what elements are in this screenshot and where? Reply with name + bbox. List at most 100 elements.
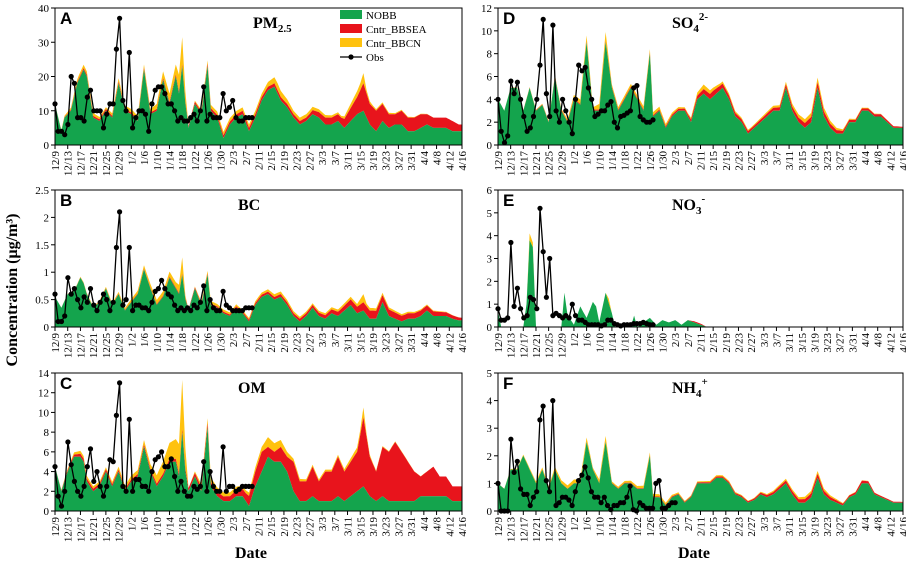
x-tick-label-C: 2/23 xyxy=(292,517,304,537)
x-tick-label-A: 3/3 xyxy=(317,151,329,166)
obs-point-C xyxy=(78,493,84,499)
x-tick-label-D: 3/19 xyxy=(809,151,821,171)
obs-point-D xyxy=(614,125,621,131)
obs-point-C xyxy=(62,488,68,494)
obs-point-B xyxy=(62,313,68,319)
legend-swatch-nobb xyxy=(340,10,362,19)
x-tick-label-E: 1/2 xyxy=(569,333,581,347)
obs-point-F xyxy=(534,489,540,495)
x-tick-label-A: 1/2 xyxy=(126,151,138,165)
x-tick-label-E: 3/19 xyxy=(809,333,821,353)
legend-label-obs: Obs xyxy=(366,52,384,64)
x-tick-label-A: 4/12 xyxy=(444,151,456,171)
x-tick-label-B: 12/29 xyxy=(114,333,126,359)
y-tick-label-A: 40 xyxy=(38,3,50,15)
y-tick-label-B: 0.5 xyxy=(35,295,49,307)
obs-point-E xyxy=(524,313,530,319)
x-tick-label-A: 12/29 xyxy=(114,151,126,177)
y-tick-label-F: 5 xyxy=(487,368,493,380)
obs-point-C xyxy=(126,416,132,422)
x-tick-label-B: 4/8 xyxy=(432,333,444,348)
obs-point-F xyxy=(627,483,633,489)
obs-point-D xyxy=(566,119,572,125)
y-tick-label-B: 1.5 xyxy=(35,240,49,252)
x-tick-label-D: 4/16 xyxy=(898,151,906,171)
x-tick-label-D: 3/7 xyxy=(771,151,783,166)
x-tick-label-D: 3/15 xyxy=(797,151,809,171)
obs-point-B xyxy=(71,286,77,292)
obs-point-B xyxy=(78,305,84,311)
x-tick-label-F: 3/23 xyxy=(822,517,834,537)
x-tick-label-D: 4/12 xyxy=(885,151,897,171)
y-tick-label-B: 0 xyxy=(44,322,50,334)
obs-point-B xyxy=(65,275,71,281)
panel-title-E: NO3- xyxy=(672,193,706,217)
y-tick-label-A: 20 xyxy=(38,72,50,84)
x-tick-label-A: 2/15 xyxy=(266,151,278,171)
x-tick-label-B: 1/6 xyxy=(139,333,151,348)
obs-point-B xyxy=(201,283,207,289)
x-tick-label-C: 3/19 xyxy=(368,517,380,537)
x-tick-label-B: 2/19 xyxy=(279,333,291,353)
obs-point-D xyxy=(514,79,521,85)
obs-point-B xyxy=(120,302,126,308)
obs-point-D xyxy=(521,113,527,120)
y-tick-label-F: 3 xyxy=(487,423,493,435)
obs-point-A xyxy=(230,97,236,104)
area-bbcn-D xyxy=(498,32,903,132)
y-tick-label-F: 4 xyxy=(487,396,493,408)
obs-point-C xyxy=(223,488,229,494)
panel-title-main-E: NO xyxy=(672,197,696,214)
x-tick-label-E: 12/9 xyxy=(493,333,505,353)
panel-title-main-B: BC xyxy=(238,197,260,214)
x-tick-label-F: 1/30 xyxy=(658,517,670,537)
obs-point-B xyxy=(87,286,94,292)
obs-point-A xyxy=(100,125,107,131)
area-bbsea-C xyxy=(55,417,462,507)
obs-point-C xyxy=(104,483,110,489)
obs-point-A xyxy=(97,108,103,114)
panel-title-subscript-E: 3 xyxy=(696,205,702,217)
y-tick-label-F: 1 xyxy=(487,478,493,490)
obs-point-D xyxy=(553,108,559,114)
y-tick-label-F: 2 xyxy=(487,451,493,463)
obs-point-B xyxy=(110,299,116,305)
x-tick-label-E: 2/7 xyxy=(683,333,695,348)
obs-point-B xyxy=(75,297,81,303)
obs-point-D xyxy=(576,62,582,68)
x-tick-label-C: 12/29 xyxy=(114,517,126,543)
panel-title-B: BC xyxy=(238,197,260,214)
x-tick-label-B: 2/15 xyxy=(266,333,278,353)
x-tick-label-B: 1/26 xyxy=(203,333,215,353)
obs-point-F xyxy=(650,505,656,511)
obs-point-F xyxy=(572,489,578,495)
x-tick-label-E: 3/31 xyxy=(847,333,859,353)
panel-title-main-C: OM xyxy=(238,380,266,397)
x-tick-label-F: 3/19 xyxy=(809,517,821,537)
obs-point-D xyxy=(540,16,546,22)
x-tick-label-B: 3/23 xyxy=(381,333,393,353)
obs-point-B xyxy=(188,308,194,314)
x-tick-label-F: 3/3 xyxy=(759,517,771,532)
panel-letter-B: B xyxy=(60,191,72,210)
x-tick-label-C: 3/7 xyxy=(330,517,342,532)
x-tick-label-F: 1/14 xyxy=(607,517,619,537)
obs-point-A xyxy=(110,101,116,107)
obs-point-C xyxy=(58,503,65,509)
y-tick-label-C: 8 xyxy=(44,427,50,439)
obs-point-C xyxy=(146,488,152,494)
x-tick-label-B: 12/17 xyxy=(75,333,87,359)
obs-point-F xyxy=(601,494,607,500)
obs-point-A xyxy=(175,118,181,124)
x-tick-label-E: 2/19 xyxy=(721,333,733,353)
panel-title-subscript-D: 4 xyxy=(693,23,699,35)
x-tick-label-A: 1/14 xyxy=(164,151,176,171)
panel-title-superscript-E: - xyxy=(702,193,706,205)
obs-point-E xyxy=(650,322,656,328)
obs-point-B xyxy=(197,299,203,305)
obs-point-A xyxy=(184,118,191,124)
obs-point-C xyxy=(117,380,123,386)
y-tick-label-D: 4 xyxy=(487,94,493,106)
x-tick-label-B: 4/16 xyxy=(457,333,469,353)
